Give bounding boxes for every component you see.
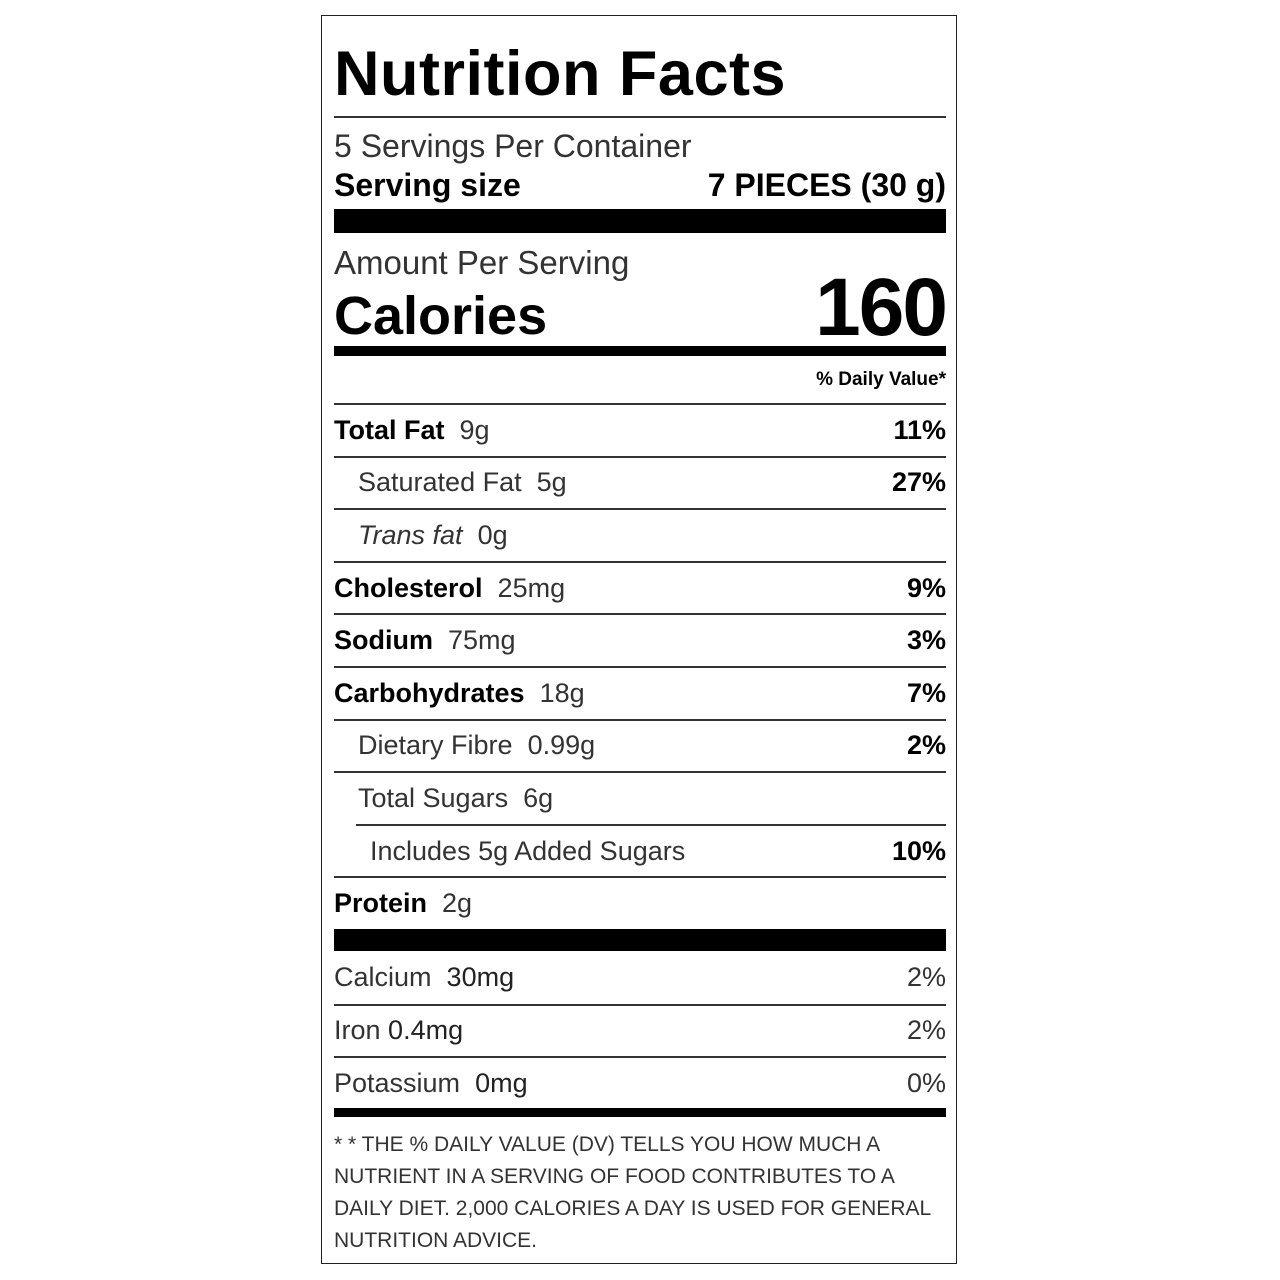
divider <box>334 116 946 118</box>
mineral-amount: 0mg <box>475 1067 528 1098</box>
serving-size-row: Serving size 7 PIECES (30 g) <box>334 166 946 204</box>
mineral-dv: 0% <box>906 1067 946 1098</box>
servings-per-container: 5 Servings Per Container <box>334 128 692 164</box>
nutrient-amount: 5g <box>536 467 567 498</box>
nutrient-row-trans-fat: Trans fat 0g <box>334 508 946 561</box>
nutrient-name: Includes 5g Added Sugars <box>370 835 686 866</box>
nutrient-row-saturated-fat: Saturated Fat 5g 27% <box>334 455 946 509</box>
serving-size-label: Serving size <box>334 167 521 203</box>
nutrient-name: Saturated Fat <box>358 467 522 498</box>
nutrient-row-sodium: Sodium 75mg 3% <box>334 613 946 666</box>
nutrient-dv: 3% <box>906 625 946 656</box>
nutrient-dv: 27% <box>891 467 946 498</box>
label-title: Nutrition Facts <box>334 39 787 109</box>
nutrient-amount: 0g <box>477 519 508 550</box>
nutrient-dv: 11% <box>893 414 946 445</box>
nutrient-amount: 75mg <box>448 625 516 656</box>
medium-divider <box>334 1108 946 1117</box>
footnote: * * THE % DAILY VALUE (DV) TELLS YOU HOW… <box>334 1133 931 1252</box>
nutrient-dv: 2% <box>906 730 946 761</box>
thick-divider <box>334 929 946 951</box>
nutrient-name: Total Sugars <box>358 782 509 813</box>
nutrient-name: Total Fat <box>334 414 445 445</box>
mineral-name: Potassium <box>334 1067 461 1098</box>
nutrient-row-carbohydrates: Carbohydrates 18g 7% <box>334 665 946 719</box>
medium-divider <box>334 346 946 356</box>
mineral-dv: 2% <box>906 1015 946 1046</box>
mineral-row-iron: Iron 0.4mg 2% <box>334 1003 946 1057</box>
nutrient-amount: 6g <box>523 782 554 813</box>
nutrient-amount: 25mg <box>497 572 566 603</box>
nutrient-name: Carbohydrates <box>334 677 525 708</box>
nutrient-rows: Total Fat 9g 11% Saturated Fat 5g 27% Tr… <box>334 403 946 929</box>
mineral-amount: 0.4mg <box>388 1015 464 1046</box>
nutrient-row-total-fat: Total Fat 9g 11% <box>334 403 946 456</box>
nutrient-name: Sodium <box>334 625 433 656</box>
mineral-name: Iron <box>334 1015 381 1046</box>
calories-value: 160 <box>815 262 948 353</box>
calories-row: Calories 160 <box>334 267 948 349</box>
mineral-name: Calcium <box>334 961 432 992</box>
nutrient-amount: 9g <box>459 414 490 445</box>
mineral-amount: 30mg <box>446 961 515 992</box>
nutrient-row-added-sugars: Includes 5g Added Sugars 10% <box>356 823 946 877</box>
nutrient-row-total-sugars: Total Sugars 6g <box>334 771 946 824</box>
mineral-row-calcium: Calcium 30mg 2% <box>334 951 946 1004</box>
serving-size-value: 7 PIECES (30 g) <box>707 167 946 203</box>
nutrient-name: Dietary Fibre <box>358 730 513 761</box>
calories-label: Calories <box>334 286 548 346</box>
nutrient-row-cholesterol: Cholesterol 25mg 9% <box>334 560 946 614</box>
nutrient-name: Protein <box>334 888 428 919</box>
daily-value-header: % Daily Value* <box>816 369 946 390</box>
nutrient-dv: 9% <box>906 572 946 603</box>
nutrient-amount: 2g <box>442 888 473 919</box>
amount-per-serving: Amount Per Serving <box>334 244 630 281</box>
nutrient-name: Trans fat <box>358 519 463 550</box>
thick-divider <box>334 209 946 233</box>
nutrition-facts-label: Nutrition Facts 5 Servings Per Container… <box>321 15 957 1264</box>
nutrient-amount: 0.99g <box>527 730 596 761</box>
nutrient-dv: 7% <box>906 677 946 708</box>
nutrient-dv: 10% <box>891 835 946 866</box>
mineral-dv: 2% <box>906 961 946 992</box>
nutrient-amount: 18g <box>539 677 585 708</box>
mineral-row-potassium: Potassium 0mg 0% <box>334 1056 946 1109</box>
mineral-rows: Calcium 30mg 2% Iron 0.4mg 2% Potassium … <box>334 951 946 1109</box>
nutrient-row-dietary-fibre: Dietary Fibre 0.99g 2% <box>334 718 946 772</box>
nutrient-name: Cholesterol <box>334 572 483 603</box>
nutrient-row-protein: Protein 2g <box>334 876 946 929</box>
